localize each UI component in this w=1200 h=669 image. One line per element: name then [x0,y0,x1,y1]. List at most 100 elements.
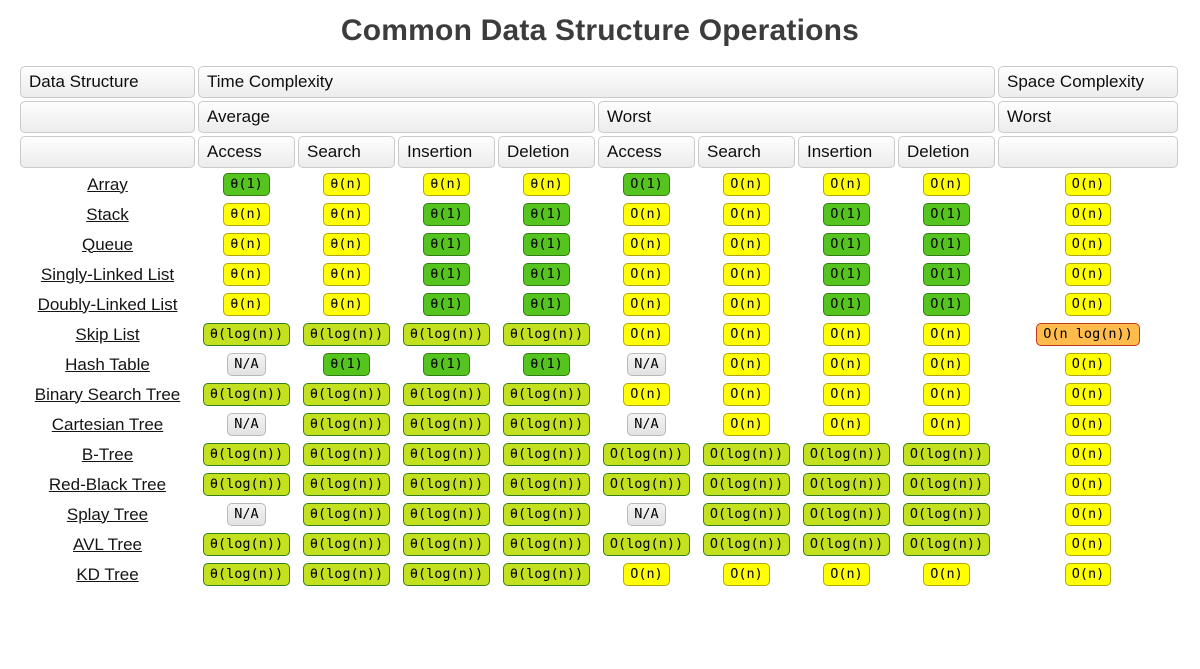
complexity-badge: θ(1) [523,292,570,317]
complexity-badge: θ(log(n)) [202,382,291,407]
table-row: Cartesian Tree N/A θ(log(n)) θ(log(n)) θ… [20,411,1178,438]
complexity-badge: O(n) [923,352,970,377]
complexity-badge: θ(1) [523,202,570,227]
data-structure-link[interactable]: Queue [81,234,134,254]
complexity-badge: O(n) [623,232,670,257]
complexity-badge: N/A [627,412,666,437]
space-complexity-badge: O(n) [1064,502,1112,527]
complexity-badge: O(n) [823,322,870,347]
header-space-complexity: Space Complexity [998,66,1178,98]
complexity-badge: θ(n) [323,172,370,197]
complexity-badge: O(n) [823,412,870,437]
complexity-badge: N/A [227,352,266,377]
header-data-structure: Data Structure [20,66,195,98]
complexity-badge: O(n) [723,202,770,227]
complexity-badge: O(n) [723,262,770,287]
complexity-badge: O(log(n)) [902,472,991,497]
data-structure-cell: Array [20,171,195,198]
table-row: Binary Search Tree θ(log(n)) θ(log(n)) θ… [20,381,1178,408]
complexity-badge: θ(n) [323,262,370,287]
header-space-worst: Worst [998,101,1178,133]
complexity-badge: O(1) [923,262,970,287]
space-complexity-badge: O(n) [1064,562,1112,587]
header-blank [20,101,195,133]
data-structure-cell: Splay Tree [20,501,195,528]
complexity-badge: O(log(n)) [802,472,891,497]
data-structure-cell: B-Tree [20,441,195,468]
complexity-badge: O(log(n)) [802,442,891,467]
header-average: Average [198,101,595,133]
header-op-avg-insertion: Insertion [398,136,495,168]
complexity-badge: N/A [227,502,266,527]
complexity-badge: O(log(n)) [602,472,691,497]
complexity-badge: θ(1) [523,352,570,377]
data-structure-link[interactable]: Cartesian Tree [51,414,164,434]
data-structure-link[interactable]: B-Tree [81,444,134,464]
data-structure-cell: Red-Black Tree [20,471,195,498]
complexity-badge: O(log(n)) [802,532,891,557]
complexity-badge: θ(log(n)) [402,412,491,437]
complexity-badge: θ(1) [223,172,270,197]
data-structure-link[interactable]: AVL Tree [73,534,142,554]
data-structure-link[interactable]: Skip List [75,324,140,344]
table-row: Splay Tree N/A θ(log(n)) θ(log(n)) θ(log… [20,501,1178,528]
header-worst: Worst [598,101,995,133]
complexity-badge: O(n) [623,382,670,407]
data-structure-link[interactable]: Red-Black Tree [48,474,167,494]
data-structure-link[interactable]: Binary Search Tree [34,384,181,404]
complexity-badge: O(1) [923,202,970,227]
header-op-worst-deletion: Deletion [898,136,995,168]
data-structure-link[interactable]: KD Tree [76,564,139,584]
complexity-badge: N/A [627,502,666,527]
space-complexity-badge: O(n) [1064,202,1112,227]
table-row: Red-Black Tree θ(log(n)) θ(log(n)) θ(log… [20,471,1178,498]
complexity-badge: θ(log(n)) [302,382,391,407]
complexity-badge: θ(n) [323,232,370,257]
data-structure-link[interactable]: Array [87,174,128,194]
complexity-badge: θ(log(n)) [302,322,391,347]
data-structure-cell: Skip List [20,321,195,348]
complexity-badge: θ(log(n)) [302,562,391,587]
data-structure-link[interactable]: Singly-Linked List [40,264,175,284]
complexity-badge: O(log(n)) [902,442,991,467]
header-time-complexity: Time Complexity [198,66,995,98]
complexity-badge: θ(1) [523,262,570,287]
complexity-badge: O(1) [923,292,970,317]
complexity-badge: N/A [627,352,666,377]
complexity-badge: O(n) [723,172,770,197]
header-op-worst-search: Search [698,136,795,168]
data-structure-cell: Hash Table [20,351,195,378]
data-structure-cell: Cartesian Tree [20,411,195,438]
complexity-badge: O(log(n)) [902,502,991,527]
complexity-badge: θ(log(n)) [302,412,391,437]
complexity-badge: θ(log(n)) [502,562,591,587]
space-complexity-badge: O(n log(n)) [1036,322,1140,347]
header-row-groups: Data Structure Time Complexity Space Com… [20,66,1178,98]
complexity-badge: θ(n) [423,172,470,197]
complexity-badge: O(n) [823,562,870,587]
complexity-badge: θ(1) [423,352,470,377]
space-complexity-badge: O(n) [1064,382,1112,407]
table-row: Array θ(1) θ(n) θ(n) θ(n) O(1) O(n) O(n)… [20,171,1178,198]
complexity-badge: θ(log(n)) [402,472,491,497]
data-structure-link[interactable]: Hash Table [65,354,150,374]
data-structure-link[interactable]: Stack [86,204,129,224]
table-row: B-Tree θ(log(n)) θ(log(n)) θ(log(n)) θ(l… [20,441,1178,468]
complexity-badge: θ(log(n)) [302,532,391,557]
complexity-badge: O(log(n)) [602,532,691,557]
table-row: Queue θ(n) θ(n) θ(1) θ(1) O(n) O(n) O(1)… [20,231,1178,258]
complexity-badge: θ(log(n)) [502,322,591,347]
complexity-badge: O(n) [923,322,970,347]
data-structure-cell: Doubly-Linked List [20,291,195,318]
complexity-badge: O(log(n)) [702,472,791,497]
complexity-badge: θ(log(n)) [302,442,391,467]
data-structure-link[interactable]: Splay Tree [66,504,149,524]
complexity-badge: O(n) [923,172,970,197]
complexity-badge: O(1) [823,202,870,227]
complexity-badge: θ(1) [423,292,470,317]
complexity-badge: O(n) [923,412,970,437]
complexity-badge: θ(log(n)) [302,502,391,527]
complexity-badge: θ(log(n)) [202,472,291,497]
complexity-badge: θ(log(n)) [402,442,491,467]
data-structure-link[interactable]: Doubly-Linked List [37,294,178,314]
